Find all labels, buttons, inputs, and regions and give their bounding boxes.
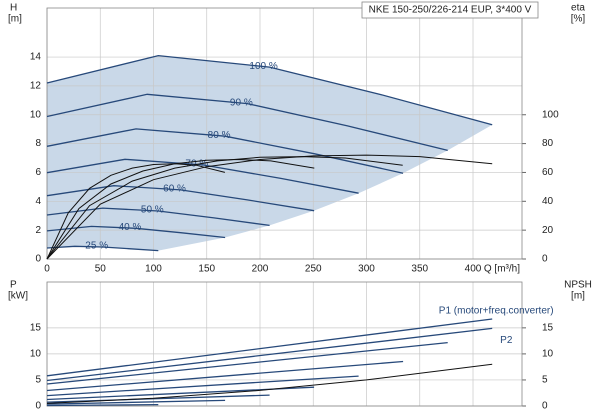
x-tick-label: 150: [198, 264, 215, 275]
curve-label: 60 %: [163, 184, 186, 195]
curve: [46, 207, 270, 227]
x-tick-label: 100: [145, 264, 162, 275]
y-axis-unit: [kW]: [8, 291, 28, 302]
curve-label: 25 %: [85, 241, 108, 252]
y2-tick-label: 5: [542, 375, 548, 386]
curve-label: P2: [500, 335, 513, 346]
x-tick-label: 0: [44, 264, 50, 275]
x-tick-label: 250: [305, 264, 322, 275]
y2-tick-label: 60: [542, 167, 554, 178]
y2-axis-unit: [%]: [571, 14, 586, 25]
y2-tick-label: 80: [542, 138, 554, 149]
y-tick-label: 14: [30, 52, 42, 63]
y-tick-label: 2: [35, 225, 41, 236]
operating-region: [47, 55, 493, 251]
curve: [46, 327, 493, 382]
y-tick-label: 4: [35, 196, 41, 207]
y-tick-label: 5: [35, 375, 41, 386]
curve: [46, 54, 493, 126]
curve-label: 80 %: [208, 130, 231, 141]
curve: [46, 154, 493, 260]
curve: [46, 156, 403, 260]
y-axis-label: P: [10, 280, 17, 291]
curve-label: 50 %: [141, 205, 164, 216]
y-tick-label: 8: [35, 138, 41, 149]
y2-tick-label: 10: [542, 349, 554, 360]
curve: [46, 93, 448, 152]
x-tick-label: 200: [252, 264, 269, 275]
title-box: [361, 1, 539, 19]
x-axis-label: Q [m³/h]: [484, 264, 520, 275]
plot-frame: [46, 7, 523, 260]
y2-tick-label: 100: [542, 109, 559, 120]
y2-tick-label: 0: [542, 401, 548, 412]
y-tick-label: 6: [35, 167, 41, 178]
y2-tick-label: 15: [542, 322, 554, 333]
y-tick-label: 12: [30, 81, 42, 92]
curve: [46, 403, 159, 407]
y-tick-label: 0: [35, 254, 41, 265]
x-tick-label: 50: [95, 264, 107, 275]
y2-tick-label: 0: [542, 254, 548, 265]
curve-label: 100 %: [249, 61, 277, 72]
curve-label: 40 %: [119, 222, 142, 233]
curve: [46, 158, 359, 194]
x-tick-label: 400: [465, 264, 482, 275]
curve: [46, 163, 226, 260]
curve: [46, 245, 159, 252]
y-axis-unit: [m]: [8, 14, 22, 25]
curve: [46, 375, 359, 397]
y-tick-label: 0: [35, 401, 41, 412]
curve: [46, 399, 226, 405]
curve: [46, 394, 270, 403]
curve: [46, 341, 448, 385]
plot-frame: [46, 281, 523, 407]
y2-tick-label: 20: [542, 225, 554, 236]
y2-axis-unit: [m]: [571, 291, 585, 302]
y2-axis-label: NPSH: [564, 280, 592, 291]
y-tick-label: 10: [30, 109, 42, 120]
y-axis-label: H: [10, 3, 17, 14]
curve-label: 90 %: [230, 97, 253, 108]
curve: [46, 128, 404, 174]
chart-title: NKE 150-250/226-214 EUP, 3*400 V: [369, 5, 532, 16]
curve: [46, 363, 493, 404]
curve: [46, 318, 493, 377]
x-tick-label: 300: [358, 264, 375, 275]
curve: [46, 360, 404, 392]
y-tick-label: 15: [30, 322, 42, 333]
curve: [46, 185, 315, 212]
y-tick-label: 10: [30, 349, 42, 360]
x-tick-label: 350: [411, 264, 428, 275]
y2-axis-label: eta: [571, 3, 585, 14]
y2-tick-label: 40: [542, 196, 554, 207]
curve-label: P1 (motor+freq.converter): [439, 306, 554, 317]
